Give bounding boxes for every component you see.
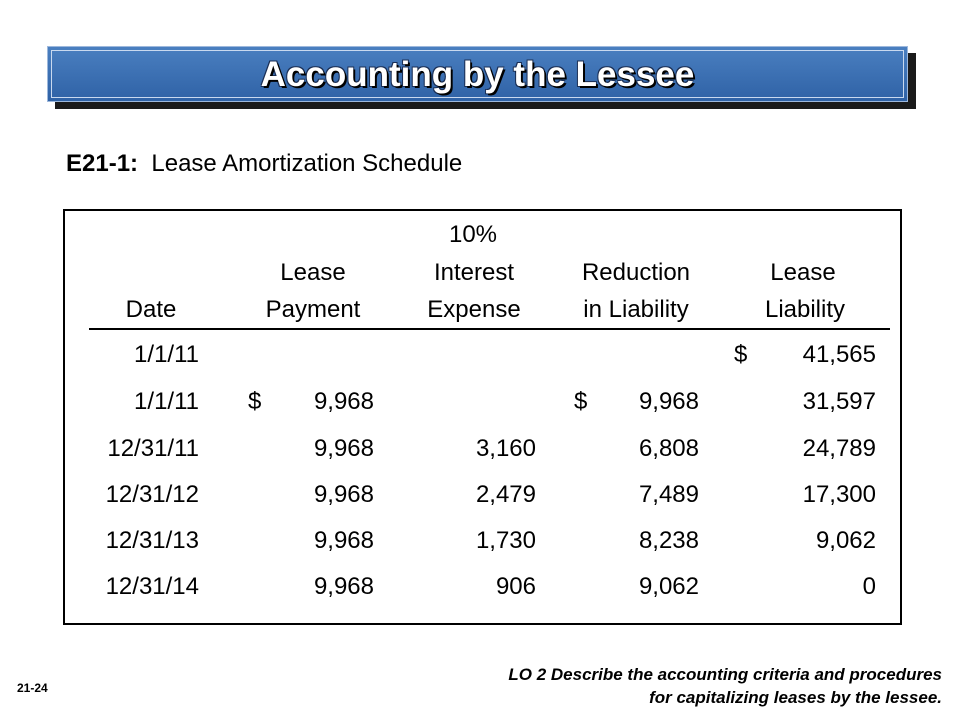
title-banner: Accounting by the Lessee <box>47 46 908 102</box>
header-interest-rate: 10% <box>448 221 498 248</box>
table-row-5-date: 12/31/13 <box>105 527 199 554</box>
table-row-4-liability: 17,300 <box>802 481 876 508</box>
table-row-2-liability: 31,597 <box>802 388 876 415</box>
table-row-5-interest: 1,730 <box>475 527 536 554</box>
table-row-6-payment: 9,968 <box>313 573 374 600</box>
header-liability: Liability <box>764 296 846 323</box>
slide-title: Accounting by the Lessee <box>260 55 695 94</box>
table-row-4-reduction: 7,489 <box>638 481 699 508</box>
table-row-3-reduction: 6,808 <box>638 435 699 462</box>
table-row-5-reduction: 8,238 <box>638 527 699 554</box>
table-row-2-date: 1/1/11 <box>134 388 199 415</box>
table-row-6-date: 12/31/14 <box>105 573 199 600</box>
table-row-4-date: 12/31/12 <box>105 481 199 508</box>
table-row-1-date: 1/1/11 <box>134 341 199 368</box>
header-in-liability: in Liability <box>583 296 689 323</box>
header-lease-top: Lease <box>280 259 346 286</box>
table-row-1-liability: 41,565 <box>802 341 876 368</box>
table-row-6-liability: 0 <box>862 573 876 600</box>
learning-objective-line-1: LO 2 Describe the accounting criteria an… <box>508 665 942 684</box>
table-row-2-reduction-currency: $ <box>574 388 588 415</box>
table-row-3-payment: 9,968 <box>313 435 374 462</box>
table-row-4-interest: 2,479 <box>475 481 536 508</box>
header-liability-top: Lease <box>770 259 836 286</box>
table-row-2-payment: 9,968 <box>313 388 374 415</box>
table-row-2-reduction: 9,968 <box>638 388 699 415</box>
header-reduction-top: Reduction <box>581 259 691 286</box>
table-row-3-interest: 3,160 <box>475 435 536 462</box>
page-number: 21-24 <box>17 681 48 695</box>
learning-objective-line-2: for capitalizing leases by the lessee. <box>649 688 942 707</box>
table-row-6-reduction: 9,062 <box>638 573 699 600</box>
table-row-1-liability-currency: $ <box>734 341 748 368</box>
table-row-4-payment: 9,968 <box>313 481 374 508</box>
header-date: Date <box>125 296 177 323</box>
table-row-5-liability: 9,062 <box>815 527 876 554</box>
exercise-title: Lease Amortization Schedule <box>151 150 463 177</box>
header-interest-top: Interest <box>433 259 515 286</box>
header-expense: Expense <box>427 296 521 323</box>
amortization-table-frame <box>63 209 902 625</box>
table-row-5-payment: 9,968 <box>313 527 374 554</box>
banner-inner-border <box>51 50 904 98</box>
table-row-2-payment-currency: $ <box>248 388 262 415</box>
header-payment: Payment <box>265 296 361 323</box>
table-row-3-liability: 24,789 <box>802 435 876 462</box>
table-row-3-date: 12/31/11 <box>107 435 199 462</box>
exercise-code: E21-1: <box>66 150 139 177</box>
table-row-6-interest: 906 <box>495 573 536 600</box>
header-divider <box>89 328 890 330</box>
exercise-heading: E21-1: Lease Amortization Schedule <box>66 150 462 178</box>
learning-objective: LO 2 Describe the accounting criteria an… <box>508 663 942 709</box>
